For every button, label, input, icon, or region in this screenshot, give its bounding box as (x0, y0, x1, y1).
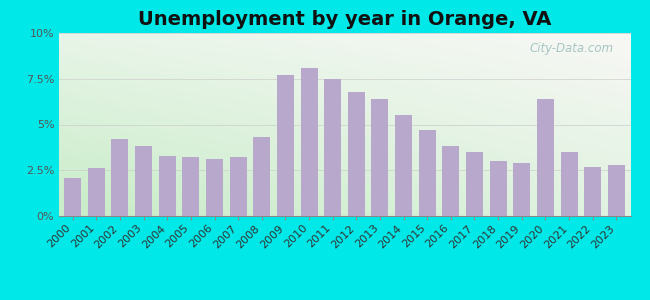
Bar (395, 115, 412, 216)
Bar (584, 167, 601, 216)
Bar (443, 146, 460, 216)
Bar (300, 68, 318, 216)
Bar (324, 79, 341, 216)
Bar (64, 178, 81, 216)
Bar (560, 152, 578, 216)
Bar (466, 152, 483, 216)
Bar (183, 158, 200, 216)
Bar (229, 158, 246, 216)
Bar (254, 137, 270, 216)
Bar (111, 139, 129, 216)
Bar (88, 168, 105, 216)
Title: Unemployment by year in Orange, VA: Unemployment by year in Orange, VA (138, 10, 551, 29)
Bar (135, 146, 152, 216)
Bar (371, 99, 389, 216)
Bar (159, 156, 176, 216)
Text: City-Data.com: City-Data.com (529, 42, 614, 55)
Bar (489, 161, 506, 216)
Bar (348, 92, 365, 216)
Bar (419, 130, 436, 216)
Bar (206, 159, 223, 216)
Bar (514, 163, 530, 216)
Bar (537, 99, 554, 216)
Bar (277, 75, 294, 216)
Bar (608, 165, 625, 216)
